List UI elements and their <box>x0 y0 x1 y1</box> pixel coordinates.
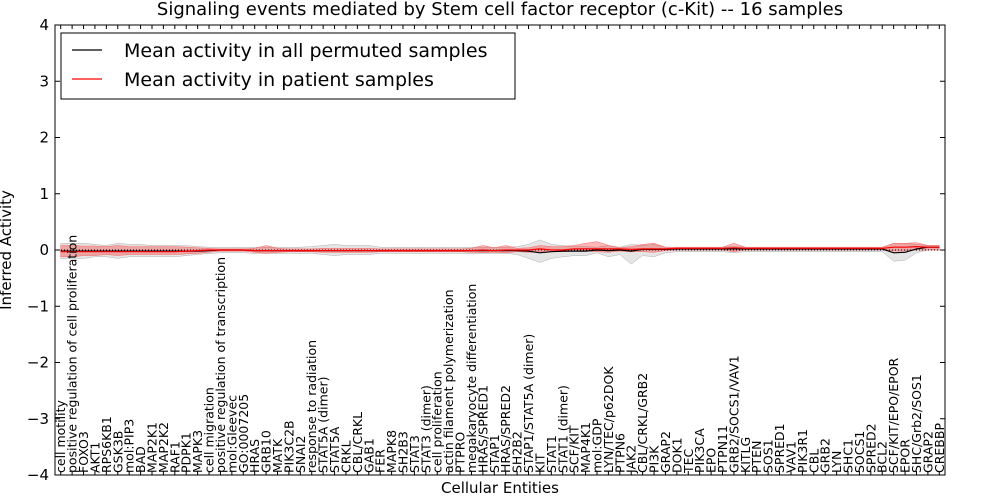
x-entity-label: EPOR <box>898 439 913 473</box>
y-tick-label: −4 <box>27 466 49 484</box>
x-entity-label: PI3K <box>647 445 662 473</box>
x-entity-label: GRAP2 <box>920 431 935 473</box>
legend-label-patient: Mean activity in patient samples <box>124 69 434 91</box>
x-entity-label: PTPN6 <box>612 433 627 473</box>
y-tick-label: 0 <box>39 241 49 259</box>
x-entity-label: megakaryocyte differentiation <box>464 284 479 473</box>
x-entity-label: GO:0007205 <box>236 394 251 473</box>
x-entity-label: SPRED1 <box>772 423 787 473</box>
x-entity-label: positive regulation of transcription <box>213 257 228 473</box>
x-entity-label: STAT1 <box>544 435 559 473</box>
x-entity-label: mol:GDP <box>590 418 605 473</box>
y-tick-label: −1 <box>27 297 49 315</box>
x-entity-label: FER <box>373 449 388 473</box>
x-entity-label: HRAS <box>247 439 262 473</box>
x-entity-label: GRB2/SOCS1/VAV1 <box>726 355 741 473</box>
x-entity-label: mol:PIP3 <box>122 419 137 473</box>
x-entity-label: STAP1 <box>487 434 502 473</box>
x-entity-label: SH2B3 <box>396 431 411 473</box>
x-entity-label: PTEN <box>749 441 764 473</box>
x-entity-label: JAK2 <box>624 445 639 474</box>
x-entity-label: MATK <box>270 438 285 473</box>
y-tick-label: −3 <box>27 410 49 428</box>
x-entity-label: STAT5A (dimer) <box>316 377 331 473</box>
x-entity-label: MAP2K2 <box>156 422 171 473</box>
x-entity-label: BCL2 <box>875 441 890 473</box>
x-entity-label: MAPK3 <box>190 430 205 473</box>
x-entity-label: HRAS/SPRED1 <box>475 385 490 473</box>
x-entity-label: STAP1/STAT5A (dimer) <box>521 334 536 473</box>
x-entity-label: GRAP2 <box>658 431 673 473</box>
x-entity-label: PTPN11 <box>715 425 730 473</box>
chart-title: Signaling events mediated by Stem cell f… <box>157 0 843 20</box>
legend: Mean activity in all permuted samples Mea… <box>60 32 516 100</box>
x-entity-label: SNAI2 <box>293 436 308 473</box>
x-entity-label: KIT <box>532 453 547 473</box>
x-entity-label: GRB10 <box>259 430 274 473</box>
y-tick-label: −2 <box>27 354 49 372</box>
x-entity-label: RAF1 <box>167 441 182 473</box>
x-entity-label: CBL <box>806 449 821 473</box>
x-axis-title: Cellular Entities <box>441 479 559 497</box>
x-entity-label: GAB1 <box>361 438 376 473</box>
x-entity-label: cell proliferation <box>430 371 445 473</box>
x-entity-label: actin filament polymerization <box>441 289 456 473</box>
x-entity-label: SPRED2 <box>863 423 878 473</box>
x-entity-label: STAT1 (dimer) <box>555 385 570 473</box>
x-entity-label: PIK3C2B <box>281 420 296 473</box>
x-entity-label: CBL/CRKL <box>350 412 365 473</box>
x-entity-label: CREBBP <box>932 423 947 473</box>
x-entity-label: STAT5A <box>327 426 342 473</box>
x-entity-label: cell motility <box>53 399 68 473</box>
y-tick-label: 1 <box>39 185 49 203</box>
x-entity-label: STAT3 <box>407 435 422 473</box>
x-entity-label: positive regulation of cell proliferatio… <box>65 235 80 473</box>
legend-box <box>60 32 516 100</box>
x-entity-label: PTPRO <box>453 432 468 473</box>
x-entity-label: VAV1 <box>784 441 799 473</box>
x-entity-label: PIK3CA <box>692 428 707 473</box>
x-entity-label: EPO <box>704 448 719 473</box>
x-entity-label: CRKL <box>339 440 354 473</box>
x-entity-label: STAT3 (dimer) <box>418 385 433 473</box>
x-entity-label: LYN <box>829 451 844 473</box>
y-tick-label: 2 <box>39 129 49 147</box>
x-entity-label: KITLG <box>738 437 753 473</box>
x-entity-label: MAPK8 <box>384 430 399 473</box>
x-entity-label: RPS6KB1 <box>99 416 114 473</box>
x-entity-label: BAD <box>133 446 148 473</box>
y-tick-label: 4 <box>39 16 49 34</box>
x-entity-label: SOS1 <box>761 439 776 473</box>
x-entity-label: SCF/KIT <box>567 425 582 473</box>
x-entity-label: GSK3B <box>110 431 125 473</box>
x-entity-label: cell migration <box>202 387 217 473</box>
x-entity-label: TEC <box>681 448 696 474</box>
x-entity-label: SHC1 <box>841 439 856 473</box>
y-axis-title: Inferred Activity <box>0 190 15 310</box>
x-entity-label: response to radiation <box>304 340 319 473</box>
x-entity-label: PIK3R1 <box>795 429 810 473</box>
x-entity-label: PDPK1 <box>179 432 194 473</box>
y-tick-label: 3 <box>39 72 49 90</box>
x-entity-label: SOCS1 <box>852 431 867 473</box>
x-entity-label: SHC/Grb2/SOS1 <box>909 374 924 473</box>
x-entity-label: HRAS/SPRED2 <box>498 385 513 473</box>
x-entity-label: LYN/TEC/p62DOK <box>601 366 616 473</box>
x-entity-label: MAP4K1 <box>578 422 593 473</box>
x-entity-label: mol:Gleevec <box>224 395 239 473</box>
legend-label-permuted: Mean activity in all permuted samples <box>124 40 487 62</box>
x-entity-label: FOXO3 <box>76 431 91 473</box>
x-entity-label: CBL/CRKL/GRB2 <box>635 373 650 473</box>
x-entity-label: MAP2K1 <box>145 422 160 473</box>
patient-mean-line <box>60 245 940 253</box>
x-entity-label: SCF/KIT/EPO/EPOR <box>886 357 901 473</box>
patient-range-band <box>60 241 940 258</box>
x-entity-label: AKT1 <box>87 442 102 473</box>
x-entity-label: GRB2 <box>818 438 833 473</box>
x-entity-label: DOK1 <box>669 437 684 473</box>
x-entity-label: SH2B2 <box>510 431 525 473</box>
